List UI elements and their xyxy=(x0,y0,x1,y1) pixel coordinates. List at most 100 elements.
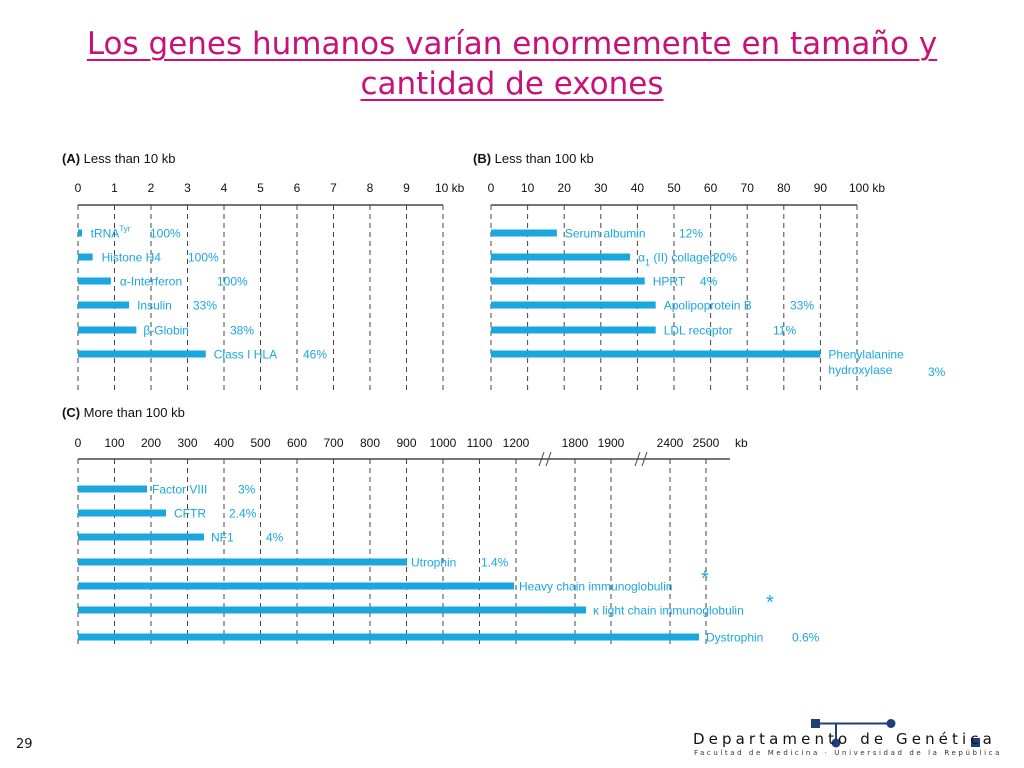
gene-bar xyxy=(78,633,699,641)
exon-percent-label: 2.4% xyxy=(229,507,257,521)
gene-bar xyxy=(491,326,656,334)
gene-label: Apolipoprotein B xyxy=(664,299,752,313)
tick-label: 1800 xyxy=(562,436,589,450)
panel-title-1: (B) Less than 100 kb xyxy=(473,151,594,166)
gene-label: α1 (II) collagen xyxy=(638,251,716,268)
gene-bar xyxy=(491,277,645,285)
exon-percent-label: 38% xyxy=(230,324,254,338)
panel-title-2: (C) More than 100 kb xyxy=(62,405,185,420)
exon-percent-label: 100% xyxy=(217,275,248,289)
axis-break-mark xyxy=(538,451,545,467)
logo-end-square xyxy=(971,738,980,747)
gene-label: HPRT xyxy=(653,275,686,289)
department-name: Departamento de Genética xyxy=(693,730,996,748)
tick-label: 70 xyxy=(741,181,755,195)
exon-percent-label: 4% xyxy=(700,275,718,289)
tick-label: 10 kb xyxy=(435,181,465,195)
exon-percent-label: 20% xyxy=(713,251,737,265)
gene-label: Phenylalanine xyxy=(828,348,904,362)
tick-label: 6 xyxy=(294,181,301,195)
asterisk-marker: * xyxy=(766,592,774,614)
exon-percent-label: 12% xyxy=(679,227,703,241)
gene-bar xyxy=(491,350,821,358)
tick-label: 0 xyxy=(75,181,82,195)
gene-bar xyxy=(78,582,514,590)
tick-label: 600 xyxy=(287,436,307,450)
gene-label: Heavy chain immunoglobulin xyxy=(519,580,672,594)
tick-label: 9 xyxy=(403,181,410,195)
logo-square xyxy=(811,719,820,728)
tick-label: 700 xyxy=(323,436,343,450)
gene-bar xyxy=(491,229,557,237)
gene-label: CFTR xyxy=(174,507,206,521)
title-line-2: cantidad de exones xyxy=(360,66,664,102)
panel-title-0: (A) Less than 10 kb xyxy=(62,151,175,166)
tick-label: 8 xyxy=(367,181,374,195)
tick-label: 100 kb xyxy=(849,181,885,195)
tick-label: 7 xyxy=(330,181,337,195)
gene-label: NF1 xyxy=(211,531,234,545)
gene-label: Utrophin xyxy=(411,556,456,570)
gene-bar xyxy=(78,229,82,237)
gene-bar xyxy=(78,277,111,285)
tick-label: 80 xyxy=(777,181,791,195)
gene-bar xyxy=(78,558,407,566)
gene-bar xyxy=(78,533,204,541)
exon-percent-label: 33% xyxy=(193,299,217,313)
gene-label: tRNATyr xyxy=(91,225,131,241)
gene-label: Factor VIII xyxy=(152,483,207,497)
gene-label: β-Globin xyxy=(143,324,189,338)
gene-bar xyxy=(78,350,206,358)
gene-label: Insulin xyxy=(137,299,172,313)
tick-label: 300 xyxy=(177,436,197,450)
tick-label: 30 xyxy=(594,181,608,195)
gene-bar xyxy=(78,509,166,517)
tick-label: 10 xyxy=(521,181,535,195)
exon-percent-label: 0.6% xyxy=(792,631,820,645)
department-subtitle: Facultad de Medicina · Universidad de la… xyxy=(694,749,1002,757)
title-line-1: Los genes humanos varían enormemente en … xyxy=(86,26,938,62)
tick-label: 1900 xyxy=(598,436,625,450)
tick-label: 40 xyxy=(631,181,645,195)
tick-label: 500 xyxy=(250,436,270,450)
gene-label-line2: hydroxylase xyxy=(828,363,892,377)
tick-label: 800 xyxy=(360,436,380,450)
gene-label: Class I HLA xyxy=(214,348,277,362)
tick-label: 1100 xyxy=(467,436,493,450)
exon-percent-label: 3% xyxy=(928,365,946,379)
exon-percent-label: 100% xyxy=(188,251,219,265)
gene-label: Serum albumin xyxy=(565,227,646,241)
axis-break-mark xyxy=(634,451,641,467)
tick-label: 200 xyxy=(141,436,161,450)
exon-percent-label: 46% xyxy=(303,348,327,362)
tick-label: 3 xyxy=(184,181,191,195)
gene-label: κ light chain immunoglobulin xyxy=(593,604,744,618)
exon-percent-label: 1.4% xyxy=(481,556,509,570)
tick-label: 5 xyxy=(257,181,264,195)
axis-unit-label: kb xyxy=(735,436,748,450)
tick-label: 2500 xyxy=(693,436,720,450)
gene-bar xyxy=(78,606,586,614)
slide-title: Los genes humanos varían enormemente en … xyxy=(40,24,984,104)
exon-percent-label: 100% xyxy=(150,227,181,241)
gene-label: Histone H4 xyxy=(102,251,162,265)
tick-label: 2400 xyxy=(657,436,684,450)
gene-bar xyxy=(78,485,147,493)
tick-label: 1200 xyxy=(503,436,530,450)
gene-bar xyxy=(78,301,130,309)
page-number: 29 xyxy=(16,737,33,752)
tick-label: 1 xyxy=(111,181,118,195)
tick-label: 60 xyxy=(704,181,718,195)
gene-bar xyxy=(78,326,137,334)
axis-break-mark xyxy=(641,451,648,467)
tick-label: 100 xyxy=(104,436,124,450)
exon-percent-label: 11% xyxy=(773,324,796,338)
logo-top-dot xyxy=(886,719,896,728)
tick-label: 4 xyxy=(221,181,228,195)
logo-mid-dot xyxy=(831,738,841,748)
exon-percent-label: 3% xyxy=(238,483,256,497)
gene-label: Dystrophin xyxy=(706,631,763,645)
exon-percent-label: 4% xyxy=(266,531,284,545)
gene-label: LDL receptor xyxy=(664,324,733,338)
